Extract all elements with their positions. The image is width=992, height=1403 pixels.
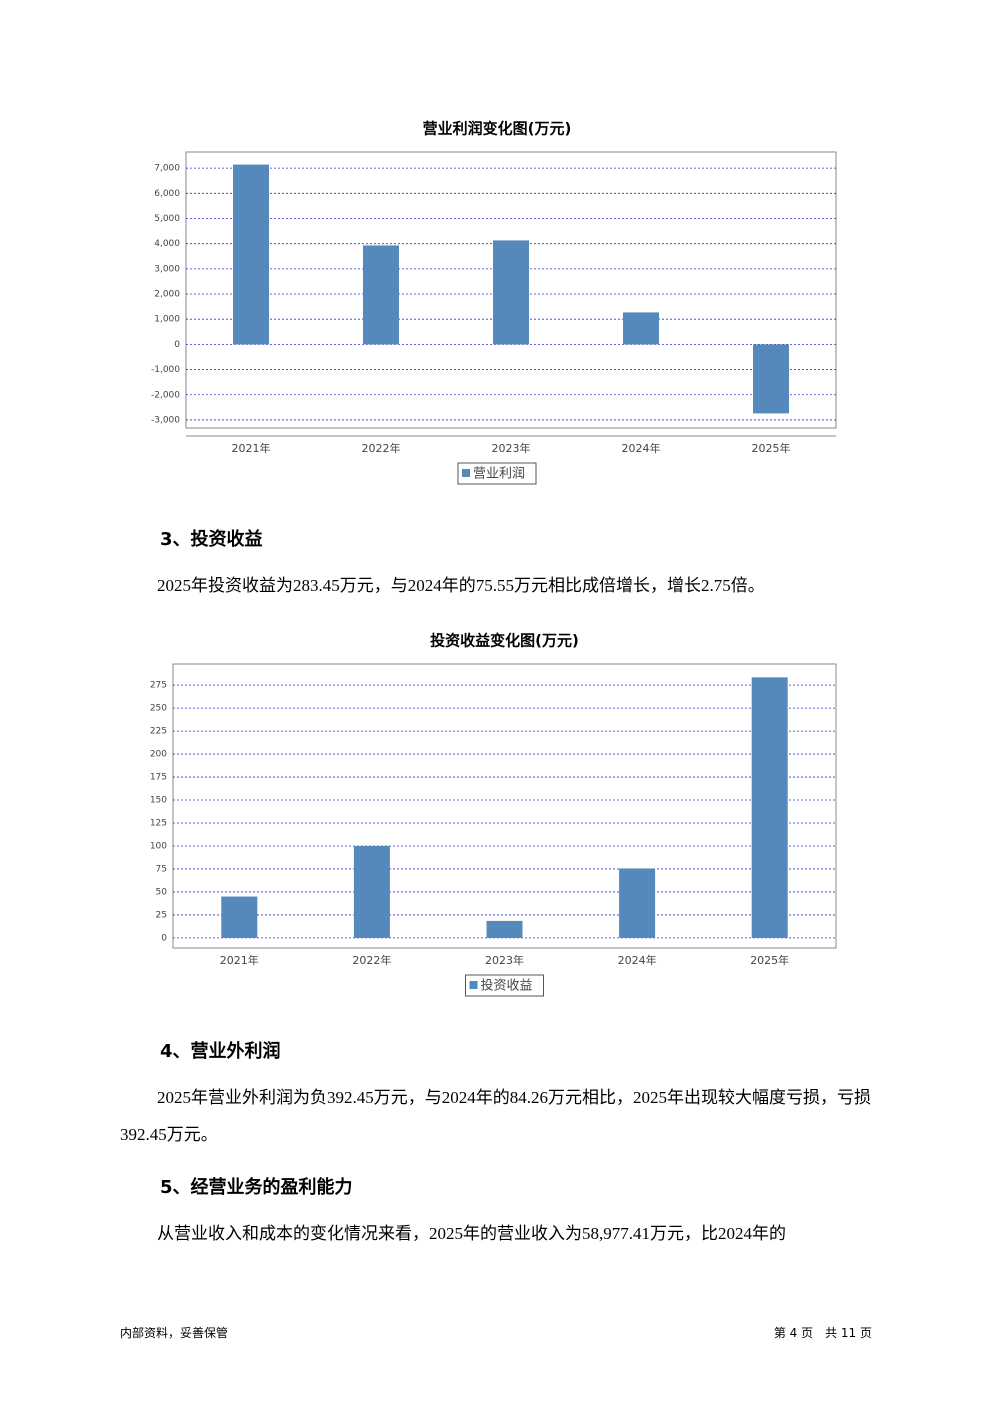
x-tick-label: 2025年 <box>750 953 789 967</box>
plot-area <box>172 663 837 949</box>
x-tick-label: 2021年 <box>232 441 271 455</box>
bar <box>619 868 656 938</box>
y-tick-label: 0 <box>174 340 180 350</box>
bar <box>486 920 523 938</box>
bar <box>751 677 788 938</box>
y-tick-label: -1,000 <box>151 365 180 375</box>
x-tick-label: 2022年 <box>352 953 391 967</box>
legend-swatch <box>469 981 478 989</box>
x-tick-label: 2025年 <box>752 441 791 455</box>
y-tick-label: 6,000 <box>154 189 180 199</box>
x-tick-label: 2023年 <box>492 441 531 455</box>
legend-label: 投资收益 <box>481 978 533 994</box>
bar <box>753 344 789 414</box>
legend-label: 营业利润 <box>473 467 525 482</box>
plot-area <box>185 151 837 429</box>
x-tick-label: 2024年 <box>622 441 661 455</box>
y-tick-label: 4,000 <box>154 239 180 249</box>
y-tick-label: 150 <box>150 796 167 806</box>
y-tick-label: 5,000 <box>154 214 180 224</box>
bar <box>493 240 529 345</box>
y-tick-label: -2,000 <box>151 390 180 400</box>
y-tick-label: 225 <box>150 727 167 737</box>
x-tick-label: 2021年 <box>220 953 259 967</box>
chart-title: 营业利润变化图(万元) <box>423 120 572 138</box>
y-tick-label: 2,000 <box>154 290 180 300</box>
y-tick-label: -3,000 <box>151 415 180 425</box>
heading: 4、营业外利润 <box>160 1041 281 1062</box>
bar <box>363 245 399 345</box>
y-tick-label: 275 <box>150 681 167 691</box>
y-tick-label: 200 <box>150 750 167 760</box>
y-tick-label: 25 <box>156 910 167 920</box>
y-tick-label: 50 <box>156 887 168 897</box>
y-tick-label: 75 <box>156 864 167 874</box>
y-tick-label: 1,000 <box>154 315 180 325</box>
x-tick-label: 2023年 <box>485 953 524 967</box>
y-tick-label: 100 <box>150 841 167 851</box>
paragraph: 从营业收入和成本的变化情况来看，2025年的营业收入为58,977.41万元，比… <box>157 1224 786 1243</box>
paragraph: 2025年投资收益为283.45万元，与2024年的75.55万元相比成倍增长，… <box>157 576 765 595</box>
footer-right: 第 4 页 共 11 页 <box>773 1326 872 1340</box>
legend-box <box>457 462 537 485</box>
bar <box>221 896 258 938</box>
heading: 3、投资收益 <box>160 529 263 550</box>
legend-swatch <box>462 469 470 477</box>
legend-box <box>465 974 544 997</box>
y-tick-label: 0 <box>161 933 167 943</box>
chart-title: 投资收益变化图(万元) <box>430 632 579 650</box>
bar <box>353 845 390 938</box>
y-tick-label: 7,000 <box>154 164 180 174</box>
x-tick-label: 2022年 <box>362 441 401 455</box>
footer-left: 内部资料，妥善保管 <box>120 1326 229 1340</box>
paragraph: 2025年营业外利润为负392.45万元，与2024年的84.26万元相比，20… <box>120 1088 871 1144</box>
heading: 5、经营业务的盈利能力 <box>160 1177 353 1198</box>
y-tick-label: 3,000 <box>154 264 180 274</box>
y-tick-label: 125 <box>150 819 167 829</box>
y-tick-label: 250 <box>150 704 167 714</box>
x-tick-label: 2024年 <box>618 953 657 967</box>
bar <box>623 312 659 345</box>
bar <box>233 164 269 345</box>
y-tick-label: 175 <box>150 773 167 783</box>
